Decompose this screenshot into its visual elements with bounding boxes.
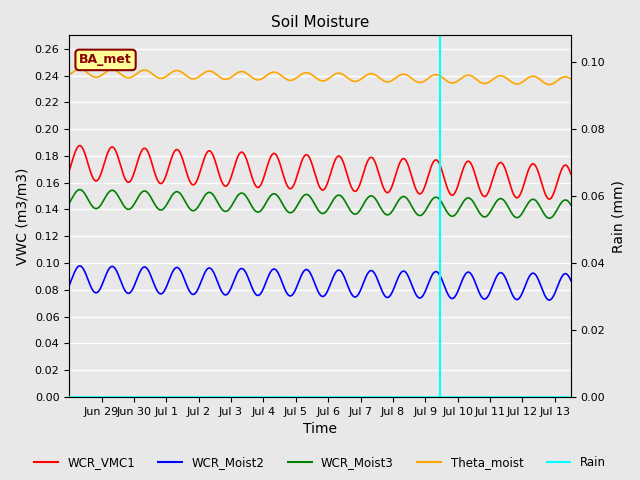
X-axis label: Time: Time bbox=[303, 422, 337, 436]
Legend: WCR_VMC1, WCR_Moist2, WCR_Moist3, Theta_moist, Rain: WCR_VMC1, WCR_Moist2, WCR_Moist3, Theta_… bbox=[29, 452, 611, 474]
Title: Soil Moisture: Soil Moisture bbox=[271, 15, 369, 30]
Y-axis label: Rain (mm): Rain (mm) bbox=[611, 180, 625, 252]
Text: BA_met: BA_met bbox=[79, 53, 132, 66]
Y-axis label: VWC (m3/m3): VWC (m3/m3) bbox=[15, 168, 29, 265]
